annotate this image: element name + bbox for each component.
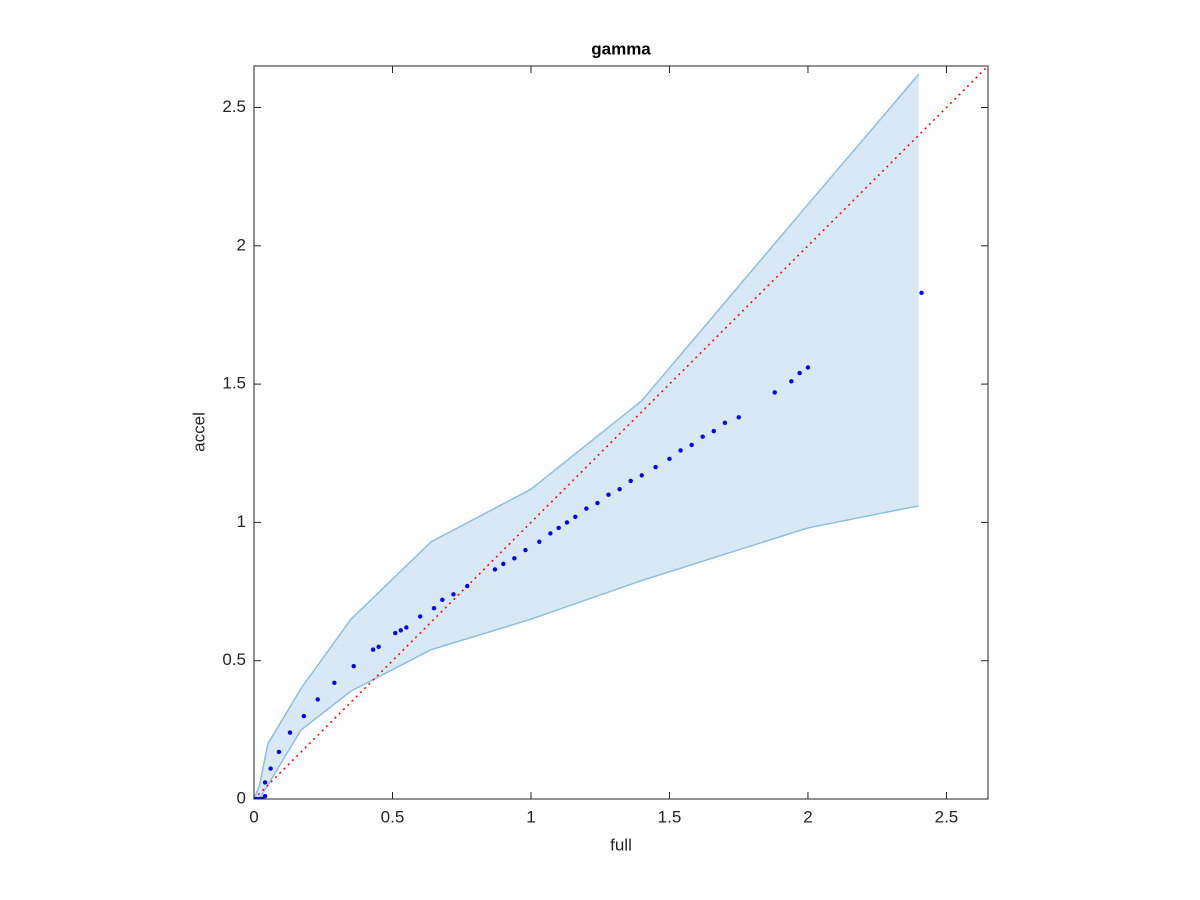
y-tick-label: 1 (237, 512, 246, 531)
scatter-point (653, 464, 658, 470)
y-tick-label: 0.5 (222, 650, 246, 669)
scatter-point (584, 506, 589, 511)
scatter-point (617, 487, 622, 492)
x-tick-label: 0.5 (381, 807, 405, 826)
scatter-point (678, 448, 683, 453)
scatter-point (332, 680, 337, 686)
scatter-point (639, 473, 644, 478)
scatter-point (370, 647, 376, 652)
scatter-point (398, 628, 403, 633)
reference-line (254, 66, 988, 799)
scatter-point (512, 556, 517, 561)
band-lower-edge (254, 505, 919, 799)
y-axis-label: accel (189, 412, 208, 452)
scatter-point (700, 434, 705, 439)
scatter-point (711, 428, 716, 434)
x-axis-label: full (610, 835, 632, 854)
scatter-point (606, 492, 611, 497)
scatter-point (440, 597, 445, 603)
scatter-point (573, 514, 578, 520)
scatter-point (262, 794, 268, 799)
scatter-point (276, 749, 282, 755)
scatter-point (537, 539, 542, 544)
scatter-point (431, 605, 437, 611)
plot-area (254, 66, 988, 799)
scatter-point (301, 713, 307, 719)
scatter-point (689, 442, 694, 448)
scatter-point (805, 365, 811, 370)
x-tick-label: 2 (803, 807, 812, 826)
scatter-point (772, 390, 777, 395)
scatter-point (351, 664, 356, 669)
scatter-point (919, 290, 924, 296)
y-tick-label: 2.5 (222, 97, 246, 116)
scatter-point (595, 500, 600, 506)
y-tick-label: 0 (237, 788, 246, 807)
x-tick-label: 1 (526, 807, 535, 826)
scatter-point (465, 583, 470, 589)
x-tick-label: 0 (249, 807, 258, 826)
x-tick-label: 2.5 (935, 807, 959, 826)
scatter-point (736, 415, 741, 420)
scatter-point (492, 567, 498, 572)
x-tick-label: 1.5 (658, 807, 682, 826)
scatter-point (262, 780, 268, 785)
scatter-point (564, 520, 570, 525)
scatter-point (393, 630, 398, 636)
scatter-point (417, 614, 423, 619)
scatter-point (376, 644, 381, 650)
scatter-point (556, 525, 561, 531)
scatter-point (315, 697, 320, 702)
scatter-point (523, 547, 528, 553)
scatter-point (667, 456, 672, 461)
band-upper-edge (254, 73, 920, 799)
axes-box (253, 65, 989, 800)
scatter-point (628, 478, 633, 484)
scatter-point (404, 625, 409, 630)
scatter-point (451, 592, 456, 597)
y-tick-label: 2 (237, 235, 246, 254)
scatter-point (789, 379, 794, 384)
y-tick-label: 1.5 (222, 374, 246, 393)
scatter-point (722, 420, 728, 426)
scatter-point (548, 531, 553, 536)
scatter-point (287, 730, 293, 735)
chart-title: gamma (591, 39, 651, 58)
scatter-point (268, 766, 273, 771)
scatter-point (501, 561, 506, 567)
scatter-point (797, 370, 802, 376)
